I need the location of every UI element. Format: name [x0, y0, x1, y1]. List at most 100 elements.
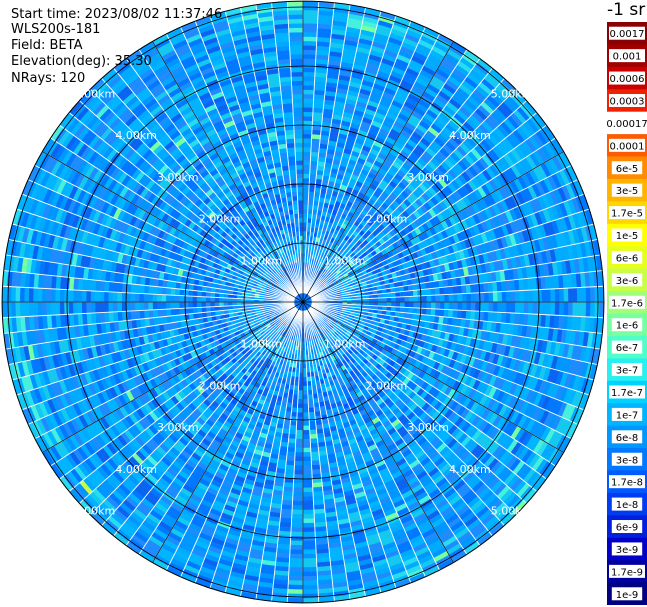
range-gate-cell [483, 292, 490, 303]
range-gate-cell [302, 474, 313, 480]
range-gate-cell [294, 456, 304, 462]
range-gate-cell [457, 301, 463, 311]
range-gate-cell [295, 443, 304, 449]
range-gate-cell [290, 535, 304, 542]
range-gate-cell [287, 438, 297, 444]
range-gate-cell [528, 301, 534, 315]
range-gate-cell [532, 289, 538, 303]
range-gate-cell [297, 394, 304, 400]
range-gate-cell [443, 309, 450, 318]
range-gate-cell [475, 301, 481, 312]
range-gate-cell [497, 291, 503, 303]
range-gate-cell [302, 213, 308, 219]
range-gate-cell [294, 447, 304, 453]
range-gate-cell [302, 107, 314, 113]
range-gate-cell [386, 301, 392, 307]
range-gate-cell [297, 399, 304, 404]
range-gate-cell [302, 191, 310, 197]
range-gate-cell [302, 27, 318, 33]
range-gate-cell [289, 558, 304, 564]
range-gate-cell [497, 301, 503, 313]
range-gate-cell [386, 297, 392, 303]
range-gate-cell [430, 308, 436, 317]
range-gate-cell [302, 23, 318, 29]
range-gate-cell [302, 40, 317, 46]
range-gate-cell [400, 301, 405, 308]
range-gate-cell [408, 307, 414, 314]
range-gate-cell [302, 456, 312, 462]
range-gate-cell [310, 151, 319, 157]
range-gate-cell [291, 407, 298, 413]
range-gate-cell [461, 293, 467, 303]
range-gate-cell [294, 460, 304, 466]
range-gate-cell [514, 290, 521, 303]
range-gate-cell [288, 562, 304, 568]
range-gate-cell [302, 217, 308, 223]
range-gate-cell [309, 420, 317, 426]
range-gate-cell [404, 301, 410, 308]
range-gate-cell [296, 425, 304, 431]
range-gate-cell [510, 290, 516, 303]
range-gate-cell [550, 301, 556, 316]
range-gate-cell [309, 160, 319, 166]
range-gate-cell [302, 447, 312, 453]
range-gate-cell [448, 293, 454, 303]
range-gate-cell [456, 309, 463, 319]
range-gate-cell [290, 540, 304, 546]
range-gate-cell [448, 301, 454, 311]
range-gate-cell [434, 287, 441, 296]
range-gate-cell [302, 186, 310, 192]
range-gate-cell [412, 289, 419, 297]
range-gate-cell [302, 204, 309, 210]
range-gate-cell [466, 292, 472, 303]
range-gate-cell [302, 407, 310, 413]
range-gate-cell [470, 301, 476, 312]
range-gate-cell [519, 290, 525, 303]
range-gate-cell [295, 434, 304, 440]
range-gate-cell [309, 433, 318, 440]
range-gate-cell [590, 286, 596, 303]
range-gate-cell [302, 208, 309, 214]
range-gate-cell [289, 553, 304, 559]
range-gate-cell [302, 124, 313, 130]
range-gate-cell [395, 301, 401, 308]
range-gate-cell [426, 295, 432, 303]
range-gate-cell [559, 288, 565, 303]
range-gate-cell [302, 53, 317, 60]
range-gate-cell [302, 177, 310, 183]
range-gate-cell [292, 496, 304, 502]
range-gate-cell [288, 575, 304, 581]
range-gate-cell [435, 301, 441, 310]
range-gate-cell [581, 286, 587, 303]
range-gate-cell [291, 505, 304, 511]
range-gate-cell [426, 288, 432, 296]
range-gate-cell [308, 195, 315, 202]
range-gate-cell [302, 399, 309, 404]
range-gate-cell [292, 487, 304, 493]
range-gate-cell [302, 9, 319, 15]
range-gate-cell [572, 301, 578, 317]
range-gate-cell [308, 191, 315, 197]
range-gate-cell [302, 509, 315, 515]
range-gate-cell [439, 301, 445, 310]
range-gate-cell [404, 296, 410, 303]
range-gate-cell [302, 527, 316, 533]
range-gate-cell [288, 429, 297, 435]
range-gate-cell [567, 301, 574, 317]
range-gate-cell [302, 421, 310, 427]
range-gate-cell [295, 429, 304, 435]
range-gate-cell [290, 531, 304, 537]
range-gate-cell [302, 465, 313, 471]
range-gate-cell [296, 421, 304, 427]
range-gate-cell [470, 292, 476, 303]
range-gate-cell [311, 460, 321, 466]
range-gate-cell [302, 584, 319, 590]
range-gate-cell [302, 84, 315, 91]
range-gate-cell [430, 287, 436, 296]
range-gate-cell [302, 571, 318, 577]
range-gate-cell [310, 451, 320, 457]
range-gate-cell [395, 296, 401, 303]
range-gate-cell [302, 5, 319, 11]
range-gate-cell [403, 307, 410, 314]
